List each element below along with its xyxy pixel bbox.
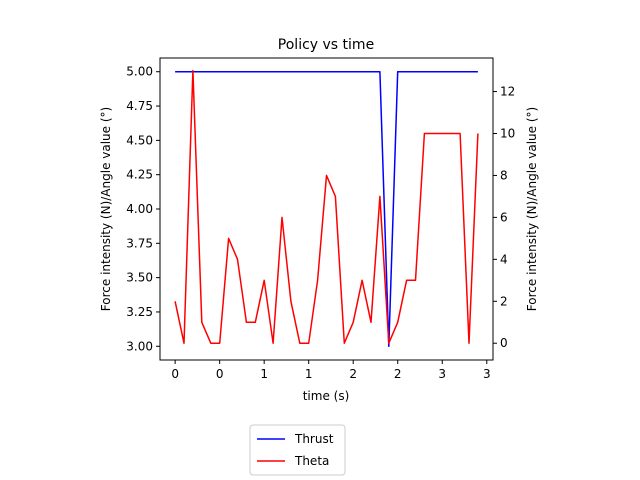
y-axis-left-label: Force intensity (N)/Angle value (°) [99,107,113,311]
legend-label-thrust: Thrust [294,432,334,446]
x-tick-label: 1 [305,367,313,381]
x-axis: 0 0 1 1 2 2 3 3 [171,360,491,381]
x-tick-label: 1 [260,367,268,381]
y-left-tick-label: 3.25 [126,305,153,319]
y-right-tick-label: 10 [500,127,515,141]
legend: Thrust Theta [249,424,346,476]
y-left-tick-label: 5.00 [126,65,153,79]
series-line-thrust [175,70,478,348]
series-layer [174,69,479,348]
x-tick-label: 2 [394,367,402,381]
y-right-tick-label: 4 [500,252,508,266]
x-tick-label: 2 [349,367,357,381]
chart-title: Policy vs time [278,37,374,53]
x-tick-label: 0 [216,367,224,381]
y-left-tick-label: 3.75 [126,236,153,250]
y-axis-left: 3.00 3.25 3.50 3.75 4.00 4.25 4.50 4.75 5.00 [126,65,160,353]
y-left-tick-label: 4.75 [126,99,153,113]
y-right-tick-label: 12 [500,85,515,99]
y-right-tick-label: 8 [500,168,508,182]
legend-label-theta: Theta [294,454,329,468]
x-axis-label: time (s) [303,389,350,403]
y-right-tick-label: 0 [500,336,508,350]
plot-frame [159,57,494,361]
series-line-theta [174,69,479,344]
x-tick-label: 0 [171,367,179,381]
legend-box [249,424,346,476]
x-tick-label: 3 [438,367,446,381]
y-left-tick-label: 3.50 [126,271,153,285]
y-axis-right-label: Force intensity (N)/Angle value (°) [525,107,539,311]
y-left-tick-label: 4.50 [126,133,153,147]
y-left-tick-label: 4.25 [126,168,153,182]
y-left-tick-label: 4.00 [126,202,153,216]
y-right-tick-label: 6 [500,210,508,224]
x-tick-label: 3 [483,367,491,381]
y-axis-right: 0 2 4 6 8 10 12 [493,85,515,350]
y-left-tick-label: 3.00 [126,339,153,353]
y-right-tick-label: 2 [500,294,508,308]
